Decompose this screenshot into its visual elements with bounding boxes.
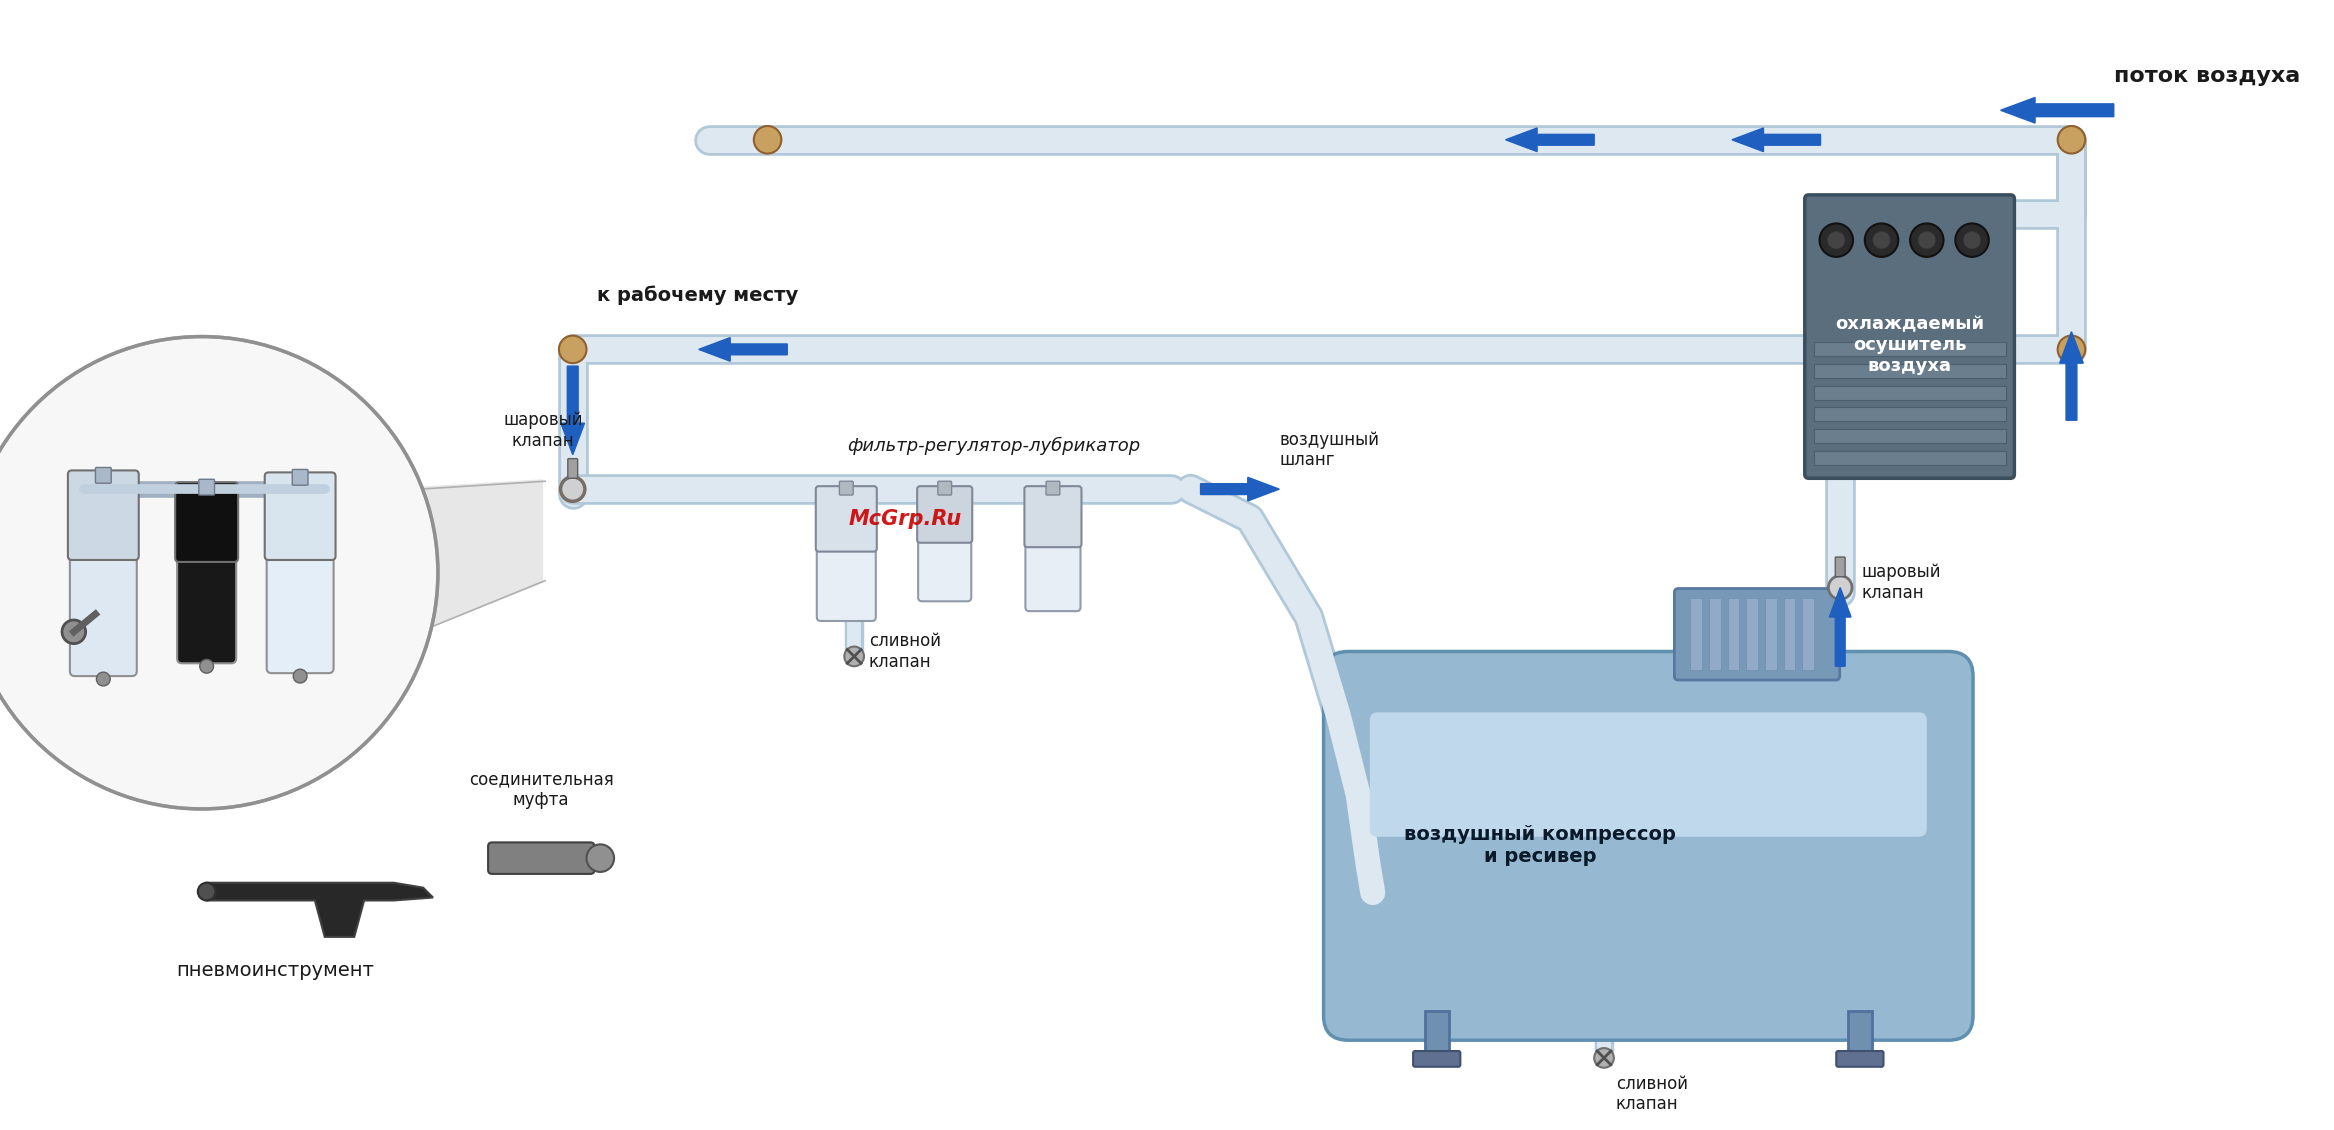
FancyArrow shape (2059, 332, 2084, 420)
FancyBboxPatch shape (1727, 599, 1739, 670)
FancyBboxPatch shape (1426, 1010, 1449, 1060)
FancyBboxPatch shape (1412, 1051, 1461, 1067)
Circle shape (96, 672, 110, 686)
FancyBboxPatch shape (1804, 194, 2014, 478)
Circle shape (1594, 1048, 1613, 1068)
Polygon shape (362, 479, 544, 655)
Polygon shape (208, 883, 434, 937)
Circle shape (2059, 127, 2084, 154)
FancyArrow shape (698, 338, 787, 362)
FancyBboxPatch shape (68, 470, 138, 560)
FancyBboxPatch shape (70, 548, 138, 676)
Text: сливной
клапан: сливной клапан (868, 632, 941, 671)
Circle shape (63, 620, 86, 644)
FancyBboxPatch shape (264, 472, 336, 560)
Text: шаровый
клапан: шаровый клапан (504, 411, 584, 450)
Circle shape (294, 669, 308, 683)
FancyArrow shape (1505, 128, 1594, 151)
FancyArrow shape (560, 366, 584, 454)
FancyBboxPatch shape (917, 486, 973, 542)
FancyBboxPatch shape (1323, 652, 1972, 1041)
FancyBboxPatch shape (1746, 599, 1758, 670)
Text: воздушный
шланг: воздушный шланг (1279, 431, 1379, 469)
Circle shape (1828, 575, 1851, 599)
Circle shape (560, 477, 586, 502)
Text: к рабочему месту: к рабочему месту (598, 286, 798, 305)
Text: поток воздуха: поток воздуха (2115, 66, 2299, 86)
Text: шаровый
клапан: шаровый клапан (1863, 563, 1942, 602)
Text: сливной
клапан: сливной клапан (1615, 1075, 1687, 1113)
FancyBboxPatch shape (1814, 429, 2005, 443)
Circle shape (1919, 232, 1935, 249)
FancyBboxPatch shape (96, 468, 112, 484)
FancyBboxPatch shape (817, 486, 878, 551)
FancyArrow shape (1732, 128, 1821, 151)
Circle shape (2059, 336, 2084, 363)
FancyBboxPatch shape (1025, 486, 1081, 547)
Text: соединительная
муфта: соединительная муфта (469, 771, 614, 809)
Circle shape (1872, 232, 1891, 249)
FancyArrow shape (2000, 97, 2115, 123)
Circle shape (1865, 224, 1898, 257)
Text: воздушный компрессор
и ресивер: воздушный компрессор и ресивер (1405, 825, 1676, 867)
Circle shape (1821, 224, 1853, 257)
FancyArrow shape (1830, 588, 1851, 667)
Circle shape (0, 337, 439, 809)
FancyBboxPatch shape (1673, 589, 1839, 680)
FancyBboxPatch shape (1708, 599, 1720, 670)
FancyBboxPatch shape (1814, 385, 2005, 400)
Circle shape (558, 336, 586, 363)
FancyBboxPatch shape (1025, 538, 1081, 611)
FancyBboxPatch shape (1814, 408, 2005, 421)
Circle shape (1956, 224, 1989, 257)
FancyBboxPatch shape (1814, 451, 2005, 464)
FancyBboxPatch shape (1765, 599, 1776, 670)
FancyBboxPatch shape (817, 542, 875, 622)
FancyBboxPatch shape (1837, 1051, 1884, 1067)
FancyBboxPatch shape (1849, 1010, 1872, 1060)
Circle shape (1963, 232, 1982, 249)
FancyBboxPatch shape (266, 548, 334, 673)
Circle shape (586, 844, 614, 872)
FancyBboxPatch shape (488, 842, 595, 873)
FancyBboxPatch shape (1783, 599, 1795, 670)
Text: фильтр-регулятор-лубрикатор: фильтр-регулятор-лубрикатор (847, 436, 1141, 454)
FancyBboxPatch shape (840, 481, 854, 495)
Circle shape (560, 477, 584, 501)
FancyBboxPatch shape (1690, 599, 1701, 670)
FancyBboxPatch shape (1046, 481, 1060, 495)
FancyBboxPatch shape (175, 483, 238, 562)
FancyBboxPatch shape (1835, 557, 1846, 576)
FancyBboxPatch shape (567, 459, 576, 478)
Circle shape (198, 883, 215, 901)
Circle shape (201, 660, 212, 673)
Circle shape (754, 127, 782, 154)
FancyBboxPatch shape (198, 479, 215, 495)
FancyBboxPatch shape (177, 550, 236, 663)
FancyBboxPatch shape (1802, 599, 1814, 670)
FancyBboxPatch shape (938, 481, 952, 495)
FancyBboxPatch shape (917, 533, 971, 601)
FancyArrow shape (1200, 477, 1279, 501)
Text: охлаждаемый
осушитель
воздуха: охлаждаемый осушитель воздуха (1835, 315, 1984, 375)
Circle shape (1828, 232, 1846, 249)
FancyBboxPatch shape (1370, 712, 1928, 836)
FancyBboxPatch shape (1814, 342, 2005, 356)
Circle shape (845, 646, 864, 667)
FancyBboxPatch shape (1814, 364, 2005, 377)
Circle shape (1909, 224, 1944, 257)
FancyBboxPatch shape (292, 469, 308, 485)
Text: McGrp.Ru: McGrp.Ru (850, 508, 962, 529)
Text: пневмоинструмент: пневмоинструмент (177, 962, 373, 981)
